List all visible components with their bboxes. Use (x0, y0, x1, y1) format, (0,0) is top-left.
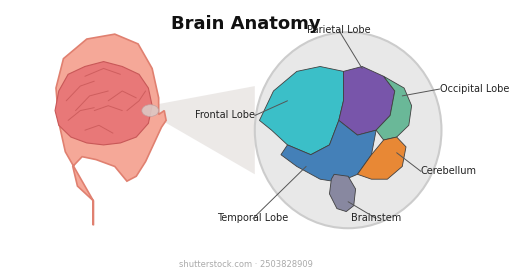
Polygon shape (155, 86, 255, 174)
Text: Occipital Lobe: Occipital Lobe (439, 84, 509, 94)
Polygon shape (55, 62, 152, 145)
Polygon shape (339, 66, 395, 135)
Text: Brain Anatomy: Brain Anatomy (171, 15, 320, 32)
Polygon shape (281, 120, 376, 182)
Ellipse shape (142, 105, 159, 116)
Polygon shape (357, 137, 406, 179)
Polygon shape (376, 76, 412, 140)
Circle shape (255, 32, 441, 228)
Text: Temporal Lobe: Temporal Lobe (217, 213, 289, 223)
Polygon shape (56, 34, 166, 225)
Text: Frontal Lobe: Frontal Lobe (195, 111, 255, 120)
Text: Brainstem: Brainstem (351, 213, 401, 223)
Text: Parietal Lobe: Parietal Lobe (307, 25, 371, 35)
Polygon shape (259, 66, 344, 155)
Polygon shape (330, 174, 356, 212)
Text: Cerebellum: Cerebellum (421, 166, 477, 176)
Text: shutterstock.com · 2503828909: shutterstock.com · 2503828909 (178, 260, 313, 269)
